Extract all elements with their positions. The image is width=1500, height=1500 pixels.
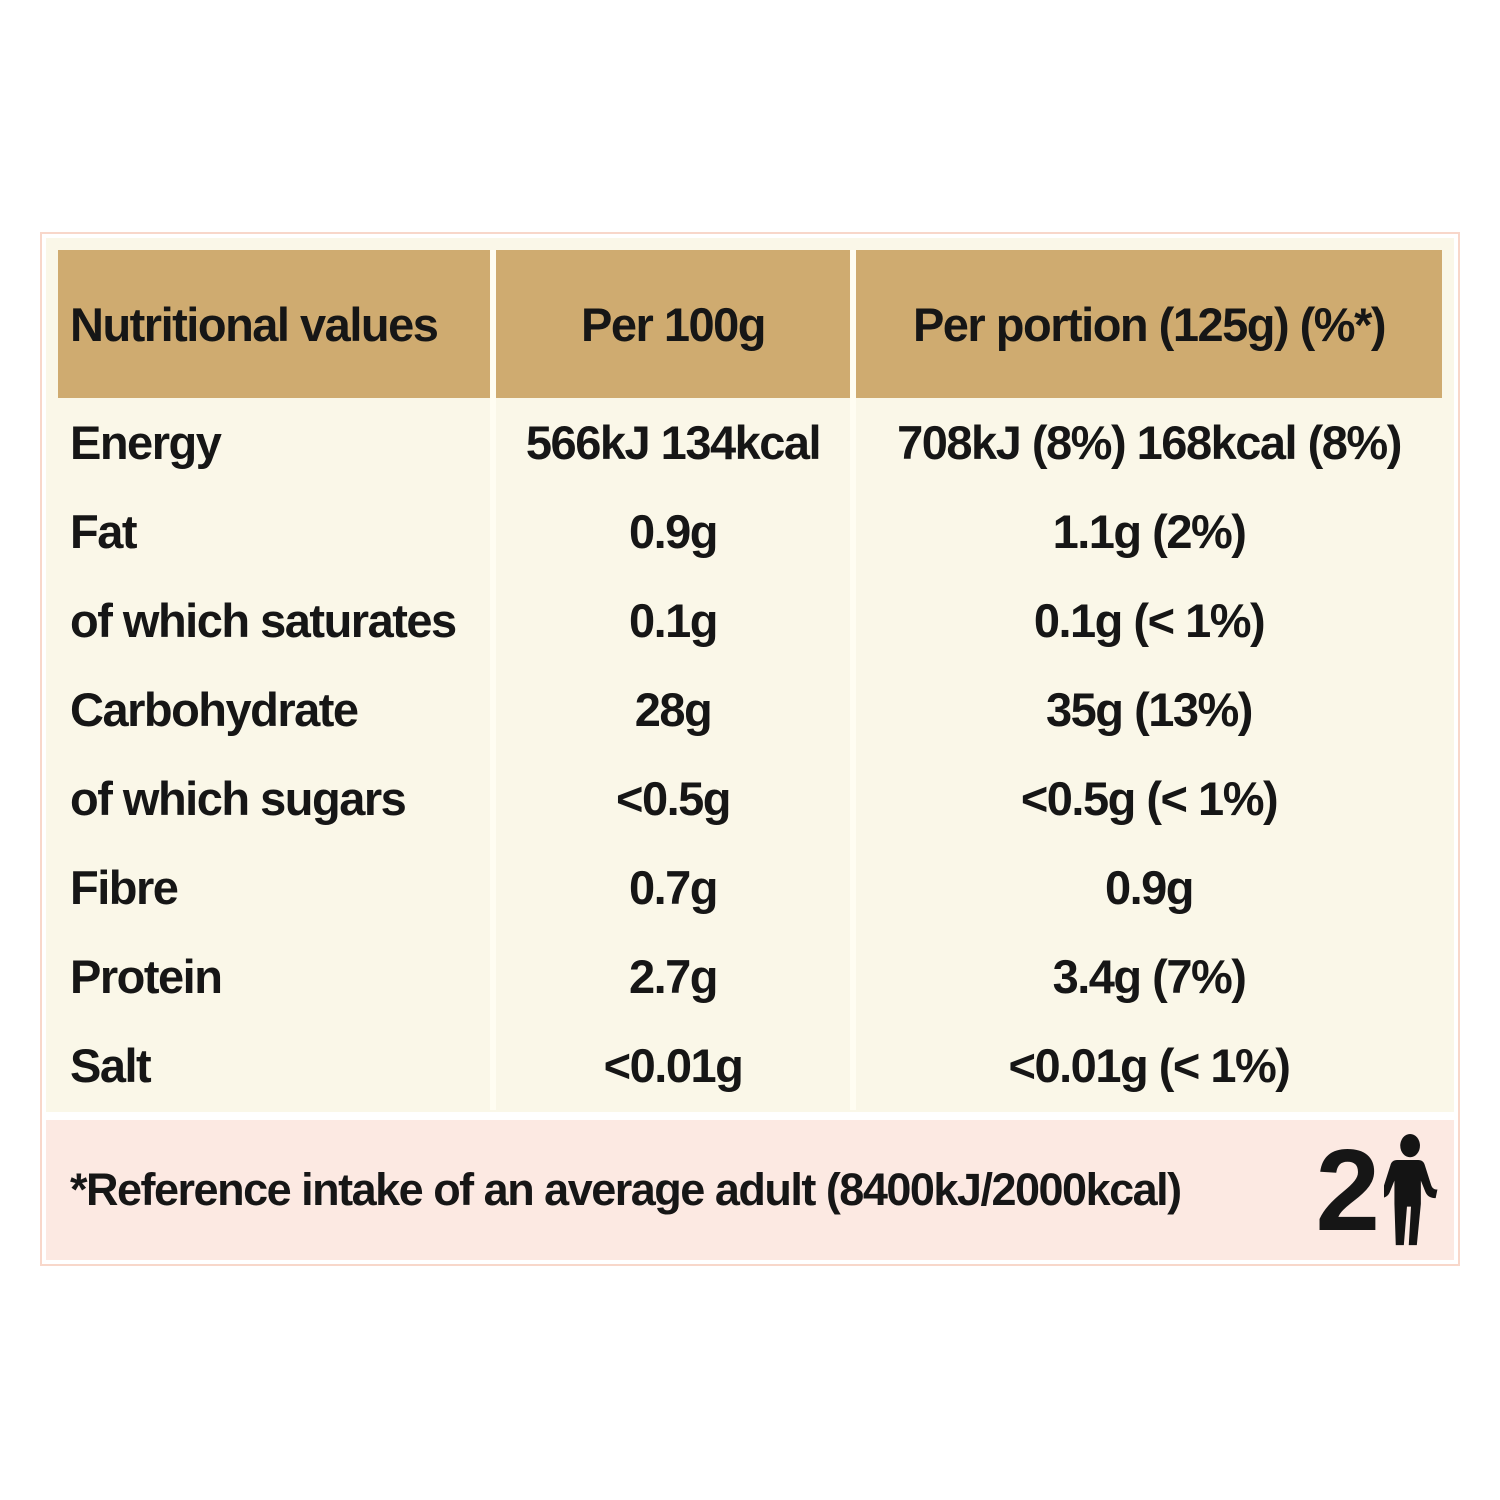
row-portion-salt: <0.01g (< 1%) <box>850 1021 1442 1110</box>
row-per100-energy: 566kJ 134kcal <box>490 398 850 487</box>
row-portion-sugars: <0.5g (< 1%) <box>850 754 1442 843</box>
row-portion-energy: 708kJ (8%) 168kcal (8%) <box>850 398 1442 487</box>
row-per100-saturates: 0.1g <box>490 576 850 665</box>
header-per-100g: Per 100g <box>490 250 850 398</box>
row-per100-sugars: <0.5g <box>490 754 850 843</box>
row-portion-protein: 3.4g (7%) <box>850 932 1442 1021</box>
person-icon <box>1384 1134 1438 1246</box>
row-per100-salt: <0.01g <box>490 1021 850 1110</box>
row-per100-protein: 2.7g <box>490 932 850 1021</box>
row-per100-fat: 0.9g <box>490 487 850 576</box>
reference-intake-note: *Reference intake of an average adult (8… <box>70 1164 1182 1215</box>
row-portion-saturates: 0.1g (< 1%) <box>850 576 1442 665</box>
header-nutritional-values: Nutritional values <box>58 250 490 398</box>
portions-count: 2 <box>1315 1124 1380 1255</box>
row-label-sugars: of which sugars <box>70 772 407 825</box>
row-per100-carbohydrate: 28g <box>490 665 850 754</box>
row-label-saturates: of which saturates <box>70 594 457 647</box>
header-per-portion: Per portion (125g) (%*) <box>850 250 1442 398</box>
row-label-carbohydrate: Carbohydrate <box>70 683 359 736</box>
row-label-energy: Energy <box>70 416 222 469</box>
row-portion-fibre: 0.9g <box>850 843 1442 932</box>
nutrition-table-panel: Nutritional values Per 100g Per portion … <box>46 238 1454 1112</box>
row-label-fat: Fat <box>70 505 138 558</box>
row-portion-fat: 1.1g (2%) <box>850 487 1442 576</box>
nutrition-label: Nutritional values Per 100g Per portion … <box>40 232 1460 1266</box>
row-portion-carbohydrate: 35g (13%) <box>850 665 1442 754</box>
row-label-fibre: Fibre <box>70 861 179 914</box>
reference-intake-footer: *Reference intake of an average adult (8… <box>46 1120 1454 1260</box>
nutrition-table: Nutritional values Per 100g Per portion … <box>58 250 1442 1110</box>
row-label-salt: Salt <box>70 1039 152 1092</box>
row-label-protein: Protein <box>70 950 223 1003</box>
row-per100-fibre: 0.7g <box>490 843 850 932</box>
